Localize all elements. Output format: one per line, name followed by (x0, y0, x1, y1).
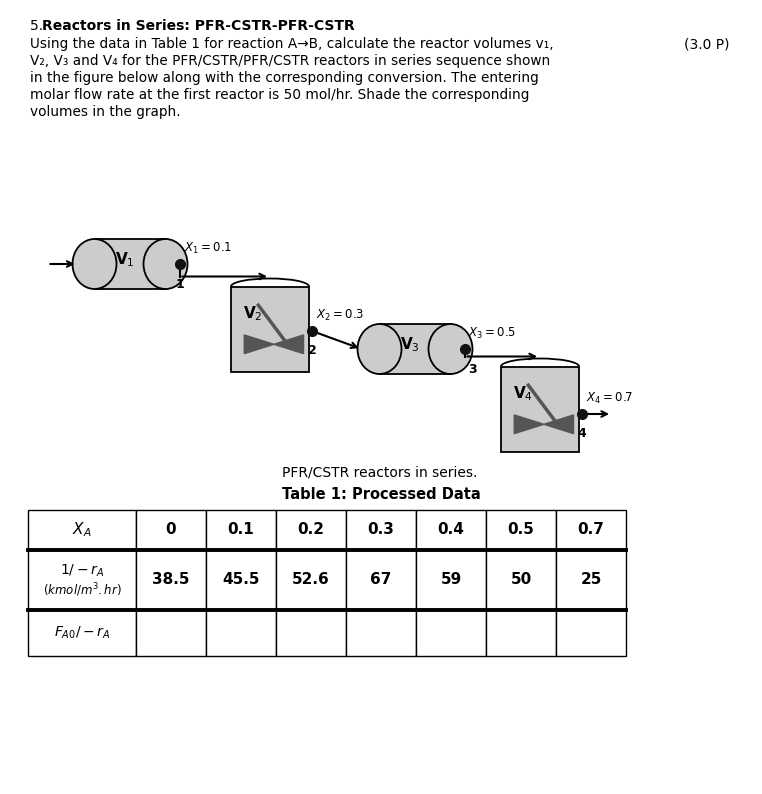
Ellipse shape (428, 324, 472, 374)
Text: $\mathbf{V}_3$: $\mathbf{V}_3$ (400, 336, 420, 354)
Bar (379, 324, 450, 374)
Bar (206, 550, 276, 610)
Text: $F_{A0}/-r_A$: $F_{A0}/-r_A$ (53, 625, 110, 642)
Text: 1: 1 (175, 278, 184, 291)
Text: 0: 0 (165, 522, 176, 538)
Text: 52.6: 52.6 (292, 572, 330, 588)
Bar (94, 239, 165, 289)
Text: in the figure below along with the corresponding conversion. The entering: in the figure below along with the corre… (30, 71, 539, 85)
Text: 2: 2 (308, 344, 316, 357)
Text: $X_3 = 0.5$: $X_3 = 0.5$ (469, 326, 517, 341)
Bar (556, 550, 626, 610)
Text: Using the data in Table 1 for reaction A→B, calculate the reactor volumes v₁,: Using the data in Table 1 for reaction A… (30, 37, 554, 51)
Bar (486, 610, 556, 656)
Bar (556, 610, 626, 656)
Text: $(kmol/m^3.hr)$: $(kmol/m^3.hr)$ (43, 581, 121, 599)
Bar (136, 550, 206, 610)
Bar (136, 510, 206, 550)
Ellipse shape (72, 239, 117, 289)
Bar (486, 510, 556, 550)
Text: Table 1: Processed Data: Table 1: Processed Data (282, 487, 480, 502)
Text: 59: 59 (440, 572, 462, 588)
Text: 0.4: 0.4 (437, 522, 464, 538)
Text: $X_1 = 0.1$: $X_1 = 0.1$ (184, 241, 232, 256)
Text: volumes in the graph.: volumes in the graph. (30, 105, 181, 119)
Text: (3.0 P): (3.0 P) (684, 37, 730, 51)
Bar (28, 610, 136, 656)
Bar (501, 367, 579, 452)
Text: 45.5: 45.5 (223, 572, 260, 588)
Polygon shape (245, 335, 274, 353)
Ellipse shape (143, 239, 187, 289)
Bar (416, 610, 486, 656)
Bar (346, 510, 416, 550)
Bar (486, 550, 556, 610)
Text: PFR/CSTR reactors in series.: PFR/CSTR reactors in series. (282, 466, 478, 480)
Text: 38.5: 38.5 (152, 572, 190, 588)
Text: $1/-r_A$: $1/-r_A$ (60, 563, 104, 579)
Polygon shape (544, 415, 574, 434)
Text: V₂, V₃ and V₄ for the PFR/CSTR/PFR/CSTR reactors in series sequence shown: V₂, V₃ and V₄ for the PFR/CSTR/PFR/CSTR … (30, 54, 550, 68)
Bar (346, 610, 416, 656)
Bar (346, 550, 416, 610)
Bar (276, 550, 346, 610)
Bar (416, 550, 486, 610)
Bar (416, 510, 486, 550)
Ellipse shape (357, 324, 402, 374)
Text: molar flow rate at the first reactor is 50 mol/hr. Shade the corresponding: molar flow rate at the first reactor is … (30, 88, 530, 102)
Polygon shape (274, 335, 303, 353)
Bar (231, 287, 309, 372)
Text: $\mathbf{V}_1$: $\mathbf{V}_1$ (115, 251, 135, 269)
Bar (136, 610, 206, 656)
Bar (28, 550, 136, 610)
Bar (556, 510, 626, 550)
Text: 25: 25 (581, 572, 602, 588)
Text: $\mathbf{V}_2$: $\mathbf{V}_2$ (243, 304, 263, 323)
Text: 67: 67 (370, 572, 392, 588)
Text: 0.5: 0.5 (507, 522, 534, 538)
Bar (206, 610, 276, 656)
Text: 3: 3 (469, 363, 477, 376)
Bar (276, 510, 346, 550)
Bar (276, 610, 346, 656)
Text: 0.3: 0.3 (367, 522, 395, 538)
Text: $X_2 = 0.3$: $X_2 = 0.3$ (316, 308, 364, 323)
Text: 50: 50 (511, 572, 532, 588)
Text: 0.2: 0.2 (297, 522, 325, 538)
Text: $\mathbf{V}_4$: $\mathbf{V}_4$ (513, 384, 533, 403)
Bar (206, 510, 276, 550)
Text: 0.7: 0.7 (578, 522, 604, 538)
Polygon shape (514, 415, 544, 434)
Text: 0.1: 0.1 (228, 522, 255, 538)
Text: $X_A$: $X_A$ (72, 521, 91, 539)
Bar (28, 510, 136, 550)
Text: $X_4 = 0.7$: $X_4 = 0.7$ (586, 391, 633, 406)
Text: 5.: 5. (30, 19, 47, 33)
Text: 4: 4 (578, 427, 587, 440)
Text: Reactors in Series: PFR-CSTR-PFR-CSTR: Reactors in Series: PFR-CSTR-PFR-CSTR (42, 19, 355, 33)
